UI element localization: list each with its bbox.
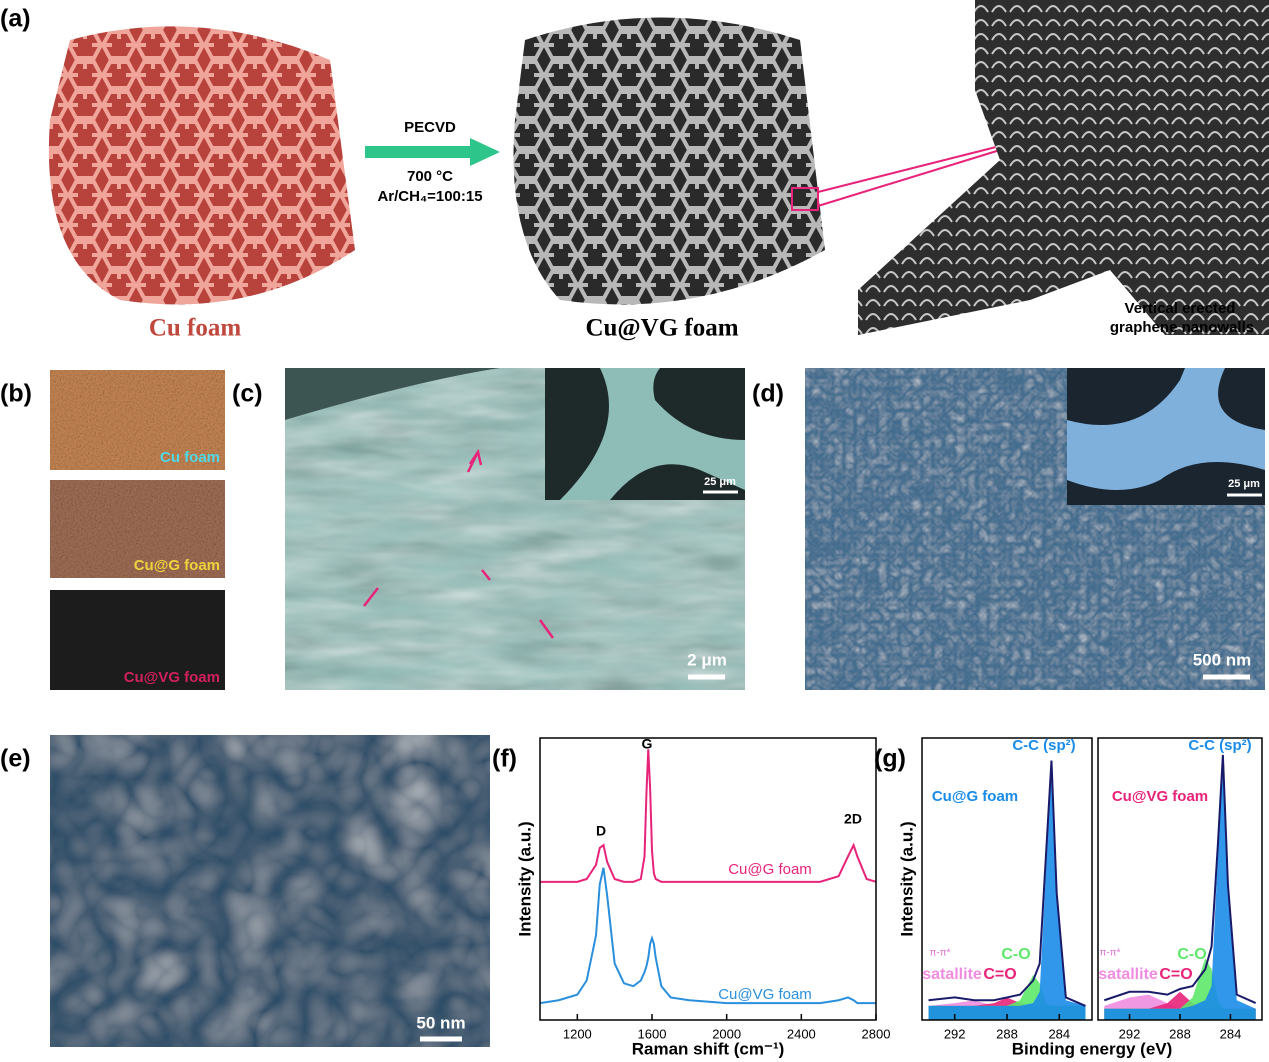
series-label: C=O bbox=[1159, 966, 1192, 983]
x-tick-label: 1200 bbox=[563, 1026, 592, 1041]
zoom-caption: Vertical erected bbox=[1125, 300, 1236, 317]
x-tick-label: 284 bbox=[1220, 1026, 1242, 1041]
sem-shadow bbox=[285, 368, 500, 420]
swatch-label: Cu@VG foam bbox=[124, 669, 220, 686]
condition: Ar/CH₄=100:15 bbox=[377, 188, 482, 205]
series-label: satallite bbox=[1098, 966, 1158, 983]
spectrum-line bbox=[539, 867, 876, 1005]
inset-scale-bar: 25 μm bbox=[704, 476, 736, 488]
component-area bbox=[1104, 760, 1256, 1020]
swatch-image bbox=[50, 590, 225, 690]
annotation: D bbox=[596, 823, 606, 839]
caption: Cu@VG foam bbox=[585, 315, 738, 342]
zoom-box bbox=[791, 187, 819, 211]
panel-label: (c) bbox=[232, 380, 263, 408]
panel-label: (b) bbox=[0, 380, 32, 408]
spectrum-line bbox=[1103, 754, 1257, 1004]
annotation: π-π* bbox=[929, 948, 950, 959]
sample-label: Cu@VG foam bbox=[1112, 788, 1208, 805]
spectrum-line bbox=[928, 760, 1086, 1007]
series-label: C-O bbox=[1177, 946, 1206, 963]
x-tick-label: 292 bbox=[1119, 1026, 1141, 1041]
condition: 700 °C bbox=[407, 168, 453, 185]
x-tick-label: 1600 bbox=[638, 1026, 667, 1041]
cu-foam-image bbox=[48, 26, 355, 305]
panel-label: (a) bbox=[0, 5, 31, 33]
swatch-label: Cu@G foam bbox=[134, 557, 220, 574]
x-tick-label: 292 bbox=[944, 1026, 966, 1041]
arrow bbox=[365, 138, 500, 166]
series-label: C=O bbox=[983, 966, 1016, 983]
scale-bar: 50 nm bbox=[416, 1013, 465, 1032]
series-label: satallite bbox=[922, 966, 982, 983]
caption: Cu foam bbox=[149, 315, 242, 342]
x-axis-label: Raman shift (cm⁻¹) bbox=[632, 1039, 785, 1058]
annotation: 2D bbox=[844, 811, 862, 827]
series-label: C-C (sp²) bbox=[1012, 737, 1075, 754]
process-label: PECVD bbox=[404, 119, 456, 136]
panel-label: (f) bbox=[492, 745, 517, 773]
x-tick-label: 2800 bbox=[862, 1026, 891, 1041]
y-axis-label: Intensity (a.u.) bbox=[515, 821, 534, 936]
swatch-label: Cu foam bbox=[160, 449, 220, 466]
series-label: Cu@G foam bbox=[728, 861, 812, 878]
x-tick-label: 288 bbox=[1169, 1026, 1191, 1041]
arrows bbox=[363, 448, 555, 639]
panel-label: (e) bbox=[0, 745, 31, 773]
scale-bar: 500 nm bbox=[1193, 650, 1252, 669]
inset-foam bbox=[560, 368, 745, 500]
series-label: C-C (sp²) bbox=[1188, 737, 1251, 754]
component-area bbox=[928, 766, 1086, 1020]
scale-bar: 2 μm bbox=[687, 650, 727, 669]
x-tick-label: 2400 bbox=[787, 1026, 816, 1041]
sample-label: Cu@G foam bbox=[932, 788, 1018, 805]
swatch-image bbox=[50, 370, 225, 470]
nanowall-image bbox=[858, 0, 1269, 335]
panel-label: (g) bbox=[874, 745, 906, 773]
x-tick-label: 288 bbox=[996, 1026, 1018, 1041]
panel-label: (d) bbox=[752, 380, 784, 408]
cu-vg-foam-image bbox=[513, 17, 825, 305]
spectrum-line bbox=[540, 749, 877, 883]
sem-image bbox=[50, 735, 490, 1047]
x-tick-label: 2000 bbox=[712, 1026, 741, 1041]
zoom-line bbox=[817, 145, 1001, 207]
annotation: π-π* bbox=[1099, 948, 1120, 959]
swatch-image bbox=[50, 480, 225, 578]
x-axis-label: Binding energy (eV) bbox=[1012, 1039, 1173, 1058]
annotation: G bbox=[642, 736, 653, 752]
series-label: C-O bbox=[1001, 946, 1030, 963]
y-axis-label: Intensity (a.u.) bbox=[897, 821, 916, 936]
series-label: Cu@VG foam bbox=[718, 986, 812, 1003]
zoom-caption: graphene nanowalls bbox=[1110, 319, 1254, 336]
plot-frame bbox=[539, 737, 877, 1021]
x-tick-label: 284 bbox=[1048, 1026, 1070, 1041]
inset-scale-bar: 25 μm bbox=[1228, 478, 1260, 490]
inset-foam bbox=[1067, 368, 1265, 490]
